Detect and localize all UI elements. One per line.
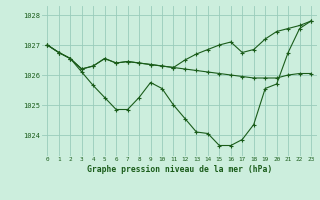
X-axis label: Graphe pression niveau de la mer (hPa): Graphe pression niveau de la mer (hPa) bbox=[87, 165, 272, 174]
